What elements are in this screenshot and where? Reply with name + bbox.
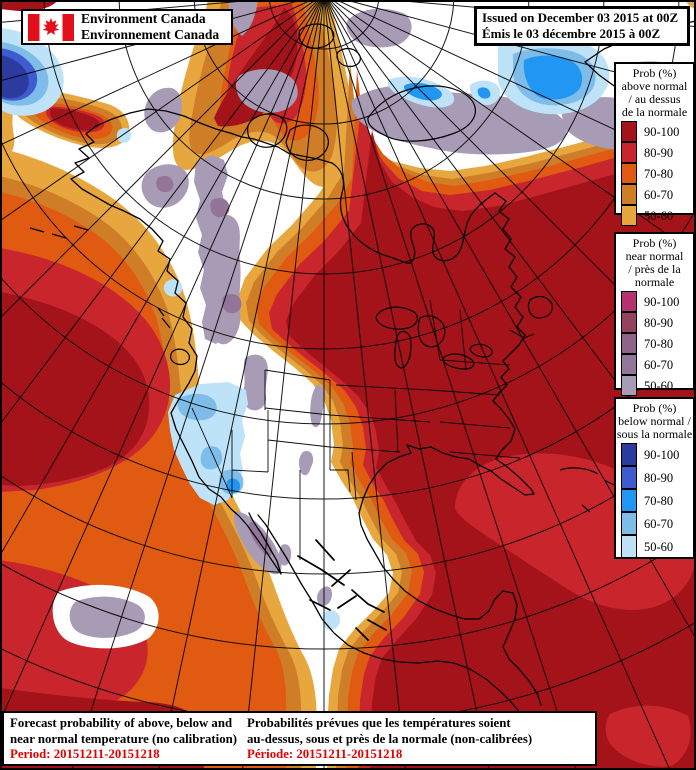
color-swatch (621, 184, 637, 206)
color-swatch (621, 142, 637, 164)
legend-row: 70-80 (616, 489, 693, 513)
map-region-below-70-80 (226, 55, 583, 493)
agency-wordmark: Environment Canada Environnement Canada (81, 11, 219, 43)
color-swatch (621, 512, 637, 536)
caption-fr-line1: Probabilités prévues que les température… (247, 716, 511, 730)
color-swatch (621, 163, 637, 185)
legend-near-title: Prob (%) near normal / près de la normale (625, 236, 684, 289)
caption-box: Forecast probability of above, below and… (2, 711, 597, 766)
agency-name-en: Environment Canada (81, 11, 206, 27)
legend-row: 50-60 (616, 205, 693, 227)
caption-en-line1: Forecast probability of above, below and (10, 716, 233, 730)
legend-row: 60-70 (616, 512, 693, 536)
legend-row: 50-60 (616, 375, 693, 397)
environment-canada-logo-box: Environment Canada Environnement Canada (21, 9, 233, 45)
legend-row: 60-70 (616, 184, 693, 206)
legend-row: 80-90 (616, 312, 693, 334)
caption-fr-line2: au-dessus, sous et près de la normale (n… (247, 731, 533, 746)
color-swatch (621, 333, 637, 355)
legend-row: 70-80 (616, 333, 693, 355)
color-swatch (621, 121, 637, 143)
color-swatch (621, 205, 637, 227)
legend-below-title: Prob (%) below normal / sous la normale (616, 401, 693, 441)
legend-row: 60-70 (616, 354, 693, 376)
color-swatch (621, 312, 637, 334)
color-swatch (621, 489, 637, 513)
issued-date-box: Issued on December 03 2015 at 00Z Émis l… (474, 6, 690, 46)
legend-row: 90-100 (616, 443, 693, 467)
color-swatch (621, 466, 637, 490)
legend-row: 50-60 (616, 535, 693, 559)
color-swatch (621, 535, 637, 559)
legend-row: 90-100 (616, 121, 693, 143)
legend-row: 80-90 (616, 142, 693, 164)
period-fr: Période: 20151211-20151218 (247, 747, 403, 762)
color-swatch (621, 291, 637, 313)
legend-row: 90-100 (616, 291, 693, 313)
mexico-state-borders (297, 539, 387, 641)
caption-en-line2: near normal temperature (no calibration) (10, 731, 237, 746)
legend-above-title: Prob (%) above normal / au dessus de la no… (621, 66, 688, 119)
islands-and-lakes (29, 23, 635, 513)
legend-below-normal: Prob (%) below normal / sous la normale 9… (614, 397, 695, 559)
canada-flag-icon (28, 13, 74, 41)
caption-french: Probabilités prévues que les température… (241, 713, 536, 764)
map-region-near-60-70 (156, 175, 273, 556)
period-en: Period: 20151211-20151218 (10, 747, 160, 762)
caption-english: Forecast probability of above, below and… (4, 713, 241, 764)
legend-row: 80-90 (616, 466, 693, 490)
legend-above-normal: Prob (%) above normal / au dessus de la no… (614, 62, 695, 227)
issued-line-fr: Émis le 03 décembre 2015 à 00Z (482, 26, 661, 41)
agency-name-fr: Environnement Canada (81, 27, 220, 42)
color-swatch (621, 354, 637, 376)
issued-line-en: Issued on December 03 2015 at 00Z (482, 10, 679, 26)
state-borders (191, 299, 521, 560)
legend-near-normal: Prob (%) near normal / près de la normale … (614, 232, 695, 397)
legend-row: 70-80 (616, 163, 693, 185)
color-swatch (621, 443, 637, 467)
color-swatch (621, 375, 637, 397)
